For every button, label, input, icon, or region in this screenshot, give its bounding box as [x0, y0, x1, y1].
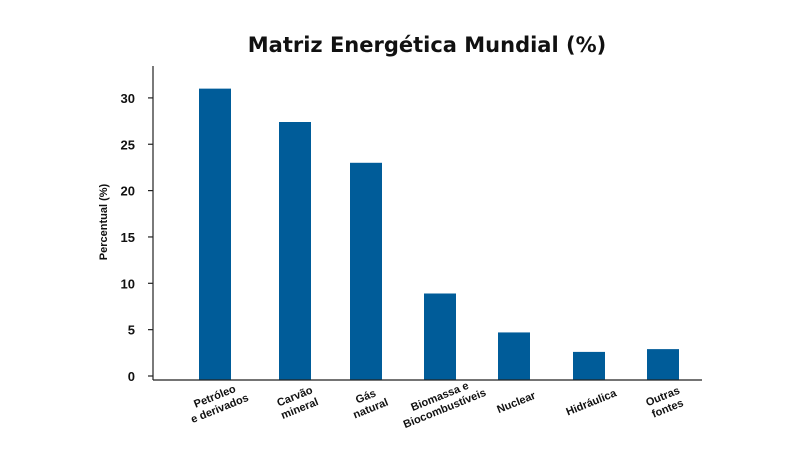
bar [199, 88, 231, 380]
bars-group [199, 88, 679, 380]
y-axis-label: Percentual (%) [98, 183, 110, 260]
bar [498, 332, 530, 380]
y-tick-label: 0 [128, 369, 135, 384]
x-tick-label: Petróleoe derivados [184, 380, 250, 426]
y-tick-label: 25 [121, 137, 135, 152]
bar [279, 122, 311, 380]
bar [350, 162, 382, 380]
bar [573, 351, 605, 380]
x-tick-label: Biomassa eBiocombustíveis [397, 375, 488, 431]
bar [424, 293, 456, 380]
x-tick-label-line: Nuclear [495, 390, 538, 417]
y-tick-label: 20 [121, 184, 135, 199]
y-tick-label: 5 [128, 323, 135, 338]
bar [647, 349, 679, 380]
chart-title: Matriz Energética Mundial (%) [248, 33, 606, 57]
y-tick-label: 10 [121, 276, 135, 291]
x-tick-label: Hidráulica [564, 387, 619, 418]
y-tick-label: 30 [121, 91, 135, 106]
x-tick-label: Gásnatural [347, 384, 390, 421]
x-ticks-group: Petróleoe derivados Carvãomineral Gásnatur… [184, 375, 686, 431]
y-tick-label: 15 [121, 230, 135, 245]
x-tick-label-line: Hidráulica [564, 387, 619, 418]
y-ticks-group: 0 5 10 15 20 25 30 [121, 91, 153, 384]
x-tick-label: Nuclear [495, 390, 538, 417]
x-tick-label: Carvãomineral [275, 384, 321, 422]
x-tick-label: Outrasfontes [644, 385, 686, 421]
